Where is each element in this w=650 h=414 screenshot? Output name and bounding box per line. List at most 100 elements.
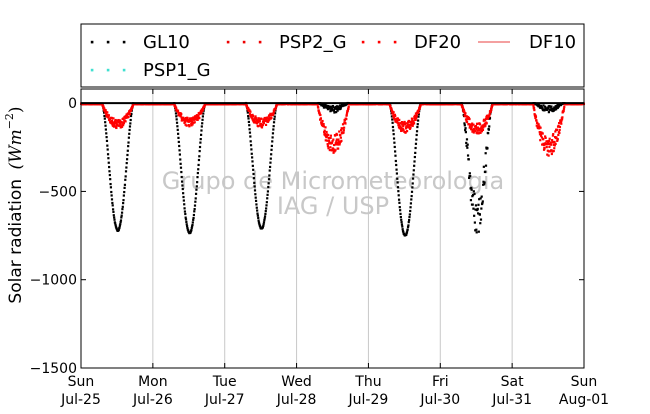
gl10-point [110,198,114,201]
df20-point [553,147,556,150]
df20-point [549,141,552,144]
df20-point [400,126,403,129]
df20-point [557,124,560,127]
df20-point [538,127,541,130]
df20-point [554,142,557,145]
df20-point [323,133,327,136]
gl10-point [104,121,107,124]
df20-point [326,139,329,142]
df20-point [552,133,555,136]
df20-point [107,114,110,117]
gl10-point [335,111,338,114]
legend-marker [122,40,126,44]
gl10-point [556,106,559,109]
df20-point [563,105,566,108]
df20-point [252,114,255,118]
gl10-point [554,108,558,111]
gl10-point [183,207,186,210]
gl10-point [191,225,194,228]
df20-point [197,114,200,118]
gl10-point [263,215,267,218]
df20-point [328,148,331,152]
gl10-point [480,207,483,210]
gl10-point [322,103,325,106]
gl10-point [477,203,480,206]
gl10-point [474,208,477,211]
df20-point [477,129,480,132]
df20-point [270,116,273,120]
legend-label: PSP1_G [143,60,211,81]
df20-point [331,148,334,152]
df20-point [324,126,327,129]
df20-point [105,112,108,115]
gl10-point [477,230,480,233]
df20-point [562,107,566,110]
gl10-point [395,163,398,167]
gl10-point [414,142,418,145]
gl10-point [106,148,109,151]
df20-point [556,139,559,142]
gl10-point [326,106,329,109]
df20-point [470,124,474,127]
df20-point [332,138,335,141]
gl10-point [250,148,253,151]
gl10-point [333,111,336,114]
gl10-point [409,206,412,209]
df20-point [388,103,391,106]
gl10-point [331,104,335,108]
gl10-point [249,144,253,147]
gl10-point [480,195,483,198]
df20-point [547,154,550,157]
df20-point [539,133,542,136]
gl10-point [415,133,418,137]
gl10-point [198,149,201,153]
df20-point [479,131,482,134]
df20-point [198,116,201,120]
gl10-point [111,204,114,207]
df20-point [345,113,348,116]
df20-point [412,122,416,125]
gl10-point [256,212,259,215]
x-tick-label-date: Jul-29 [348,392,389,408]
df20-point [122,117,125,120]
gl10-point [251,160,254,163]
gl10-point [464,129,467,132]
df20-point [189,118,193,122]
legend-marker [90,68,94,72]
gl10-point [182,199,185,202]
df20-point [404,130,407,134]
gl10-point [267,178,271,181]
df20-point [330,141,334,144]
gl10-point [399,209,402,212]
gl10-point [265,204,268,207]
gl10-point [484,170,487,173]
gl10-point [466,146,469,149]
gl10-point [252,177,256,180]
df20-point [195,116,198,119]
df20-point [257,125,260,128]
gl10-point [393,145,396,149]
df20-point [402,124,405,128]
df20-point [195,114,198,117]
df20-point [476,122,479,125]
df20-point [122,122,126,125]
gl10-point [103,114,106,118]
df20-point [255,122,258,125]
df20-point [413,114,416,117]
gl10-point [322,104,325,108]
gl10-point [201,122,204,125]
gl10-point [264,212,267,215]
gl10-point [273,115,276,118]
gl10-point [399,212,402,215]
gl10-point [472,207,475,210]
df20-point [555,128,559,131]
gl10-point [248,124,251,127]
df20-point [548,139,551,143]
gl10-point [272,121,276,124]
gl10-point [200,129,203,132]
gl10-point [478,213,482,216]
gl10-point [109,182,112,186]
df20-point [255,117,258,120]
y-tick-label: −1000 [30,273,77,289]
gl10-point [127,145,130,148]
